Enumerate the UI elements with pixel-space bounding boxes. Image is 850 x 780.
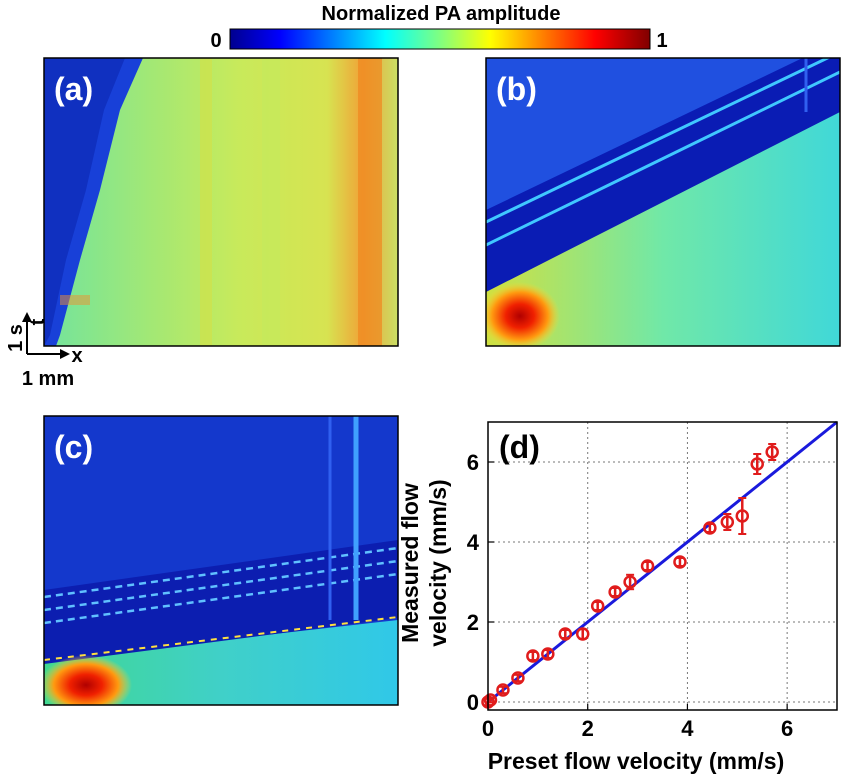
- scale-bar-space-axis: x: [71, 345, 82, 367]
- data-point-9: [608, 585, 622, 599]
- colorbar-min-label: 0: [210, 30, 221, 52]
- panel-c-label: (c): [54, 429, 93, 465]
- panel-a-label: (a): [54, 71, 93, 107]
- chart-xlabel: Preset flow velocity (mm/s): [488, 748, 785, 774]
- x-tick-label-3: 6: [781, 716, 793, 741]
- data-point-8: [590, 599, 605, 613]
- colorbar-max-label: 1: [656, 30, 667, 52]
- data-point-17: [765, 445, 779, 459]
- data-point-10: [623, 575, 637, 589]
- data-point-3: [511, 671, 525, 685]
- panel-c: [44, 416, 398, 705]
- scale-bar-time-scale: 1 s: [5, 324, 27, 352]
- y-tick-label-0: 0: [467, 690, 479, 715]
- scale-bar-space-scale: 1 mm: [22, 368, 74, 390]
- data-point-1: [483, 693, 498, 707]
- data-point-4: [526, 649, 540, 663]
- colorbar: [229, 28, 651, 50]
- panel-d-chart: 0 2 4 6 0 2 4 6: [467, 420, 838, 741]
- panel-b-frame: [485, 57, 841, 347]
- x-tick-label-2: 4: [681, 716, 694, 741]
- chart-ylabel-line2: velocity (mm/s): [425, 479, 451, 646]
- data-point-13: [703, 521, 717, 535]
- data-point-14: [720, 515, 735, 529]
- plot-frame: [487, 421, 838, 711]
- y-tick-label-1: 2: [467, 610, 479, 635]
- x-tick-label-1: 2: [582, 716, 594, 741]
- data-point-6: [558, 627, 573, 641]
- chart-ylabel-line1: Measured flow: [397, 483, 423, 643]
- y-tick-label-3: 6: [467, 450, 479, 475]
- data-point-16: [750, 457, 764, 471]
- panel-d-label: (d): [499, 429, 540, 465]
- panel-a-frame: [43, 57, 399, 347]
- panel-c-frame: [43, 415, 399, 706]
- panel-b-label: (b): [496, 71, 537, 107]
- y-tick-label-2: 4: [467, 530, 480, 555]
- scale-bar-time-axis: t: [27, 318, 49, 325]
- x-tick-label-0: 0: [482, 716, 494, 741]
- scale-bar: t 1 s x 1 mm: [5, 312, 83, 390]
- data-point-11: [640, 559, 655, 573]
- data-point-7: [575, 627, 590, 641]
- panel-a: [44, 58, 398, 346]
- panel-b: [486, 58, 840, 346]
- data-point-5: [541, 647, 555, 661]
- data-point-15: [735, 509, 750, 523]
- data-point-2: [496, 683, 510, 697]
- data-point-12: [673, 555, 687, 569]
- colorbar-title: Normalized PA amplitude: [322, 3, 561, 25]
- fit-line: [487, 420, 838, 704]
